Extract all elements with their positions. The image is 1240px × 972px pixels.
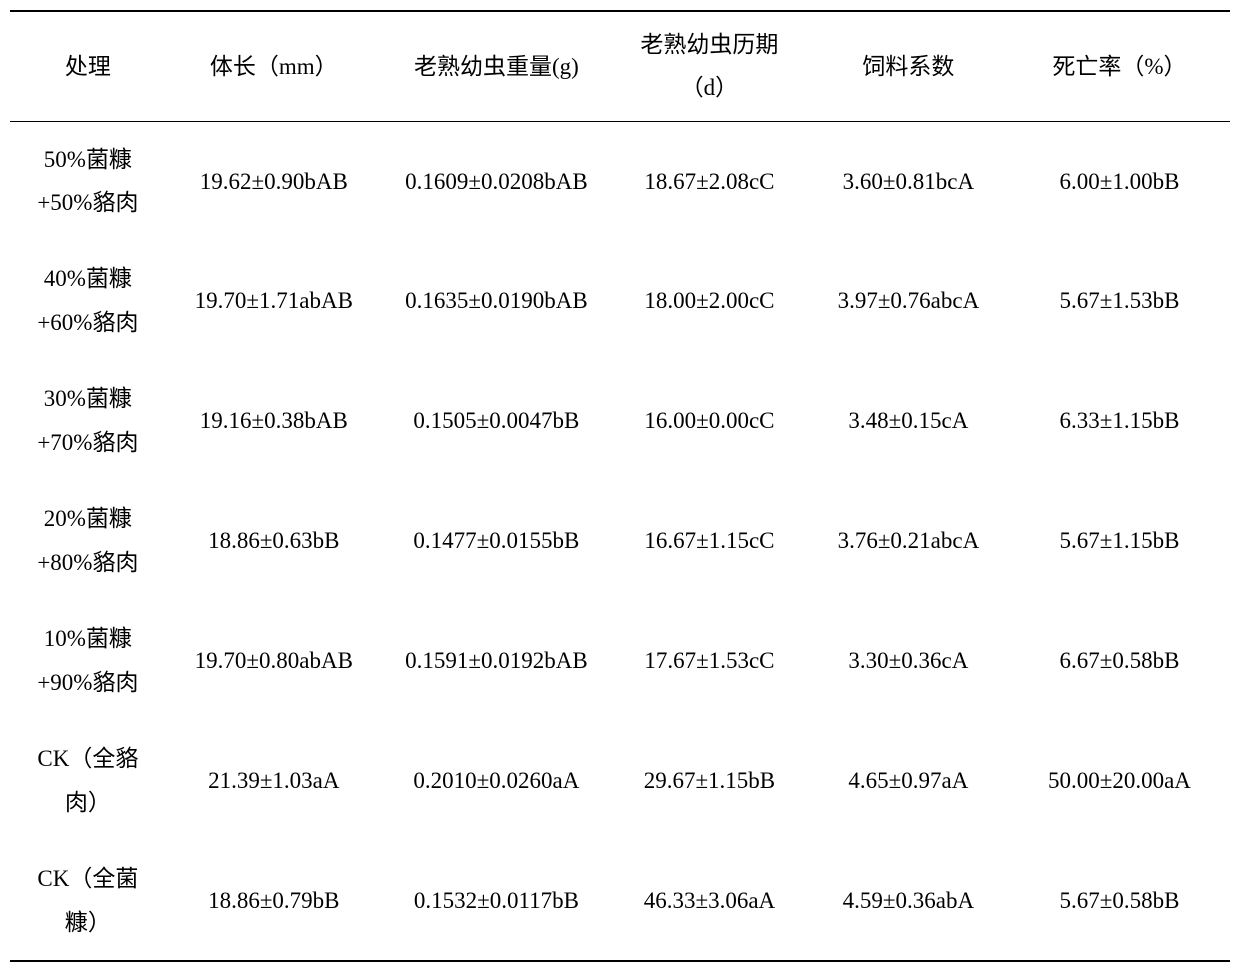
- cell-larva-duration: 18.67±2.08cC: [611, 121, 808, 241]
- cell-mortality: 6.00±1.00bB: [1009, 121, 1230, 241]
- cell-feed-coeff: 4.65±0.97aA: [808, 721, 1009, 841]
- cell-feed-coeff: 3.48±0.15cA: [808, 361, 1009, 481]
- header-row: 处理 体长（mm） 老熟幼虫重量(g) 老熟幼虫历期 （d） 饲料系数 死亡率（…: [10, 11, 1230, 121]
- cell-body-length: 19.62±0.90bAB: [166, 121, 382, 241]
- cell-larva-duration: 18.00±2.00cC: [611, 241, 808, 361]
- treatment-line2: 肉）: [10, 781, 166, 825]
- header-treatment: 处理: [10, 11, 166, 121]
- treatment-line1: CK（全貉: [10, 737, 166, 781]
- treatment-line1: 20%菌糠: [10, 497, 166, 541]
- cell-larva-duration: 16.67±1.15cC: [611, 481, 808, 601]
- cell-mortality: 6.33±1.15bB: [1009, 361, 1230, 481]
- table-row: 30%菌糠 +70%貉肉 19.16±0.38bAB 0.1505±0.0047…: [10, 361, 1230, 481]
- header-larva-weight: 老熟幼虫重量(g): [382, 11, 611, 121]
- treatment-line1: 50%菌糠: [10, 138, 166, 182]
- treatment-line2: +70%貉肉: [10, 421, 166, 465]
- treatment-line1: CK（全菌: [10, 857, 166, 901]
- cell-body-length: 19.16±0.38bAB: [166, 361, 382, 481]
- cell-treatment: 10%菌糠 +90%貉肉: [10, 601, 166, 721]
- cell-mortality: 5.67±1.53bB: [1009, 241, 1230, 361]
- data-table: 处理 体长（mm） 老熟幼虫重量(g) 老熟幼虫历期 （d） 饲料系数 死亡率（…: [10, 10, 1230, 962]
- treatment-line1: 40%菌糠: [10, 257, 166, 301]
- cell-larva-weight: 0.1532±0.0117bB: [382, 841, 611, 961]
- cell-treatment: 50%菌糠 +50%貉肉: [10, 121, 166, 241]
- cell-larva-duration: 46.33±3.06aA: [611, 841, 808, 961]
- table-row: 10%菌糠 +90%貉肉 19.70±0.80abAB 0.1591±0.019…: [10, 601, 1230, 721]
- table-row: 20%菌糠 +80%貉肉 18.86±0.63bB 0.1477±0.0155b…: [10, 481, 1230, 601]
- cell-larva-duration: 16.00±0.00cC: [611, 361, 808, 481]
- treatment-line2: +90%貉肉: [10, 661, 166, 705]
- cell-body-length: 19.70±1.71abAB: [166, 241, 382, 361]
- cell-treatment: 30%菌糠 +70%貉肉: [10, 361, 166, 481]
- cell-larva-weight: 0.1591±0.0192bAB: [382, 601, 611, 721]
- cell-treatment: CK（全菌 糠）: [10, 841, 166, 961]
- treatment-line2: 糠）: [10, 901, 166, 945]
- cell-treatment: 40%菌糠 +60%貉肉: [10, 241, 166, 361]
- table-body: 50%菌糠 +50%貉肉 19.62±0.90bAB 0.1609±0.0208…: [10, 121, 1230, 961]
- treatment-line1: 30%菌糠: [10, 377, 166, 421]
- cell-larva-duration: 29.67±1.15bB: [611, 721, 808, 841]
- table-row: CK（全貉 肉） 21.39±1.03aA 0.2010±0.0260aA 29…: [10, 721, 1230, 841]
- cell-mortality: 5.67±1.15bB: [1009, 481, 1230, 601]
- cell-mortality: 6.67±0.58bB: [1009, 601, 1230, 721]
- table-row: 40%菌糠 +60%貉肉 19.70±1.71abAB 0.1635±0.019…: [10, 241, 1230, 361]
- cell-larva-weight: 0.1505±0.0047bB: [382, 361, 611, 481]
- cell-treatment: 20%菌糠 +80%貉肉: [10, 481, 166, 601]
- cell-larva-weight: 0.1477±0.0155bB: [382, 481, 611, 601]
- cell-larva-weight: 0.2010±0.0260aA: [382, 721, 611, 841]
- cell-feed-coeff: 3.60±0.81bcA: [808, 121, 1009, 241]
- table-row: 50%菌糠 +50%貉肉 19.62±0.90bAB 0.1609±0.0208…: [10, 121, 1230, 241]
- cell-larva-weight: 0.1635±0.0190bAB: [382, 241, 611, 361]
- header-duration-line1: 老熟幼虫历期: [611, 23, 808, 67]
- header-mortality: 死亡率（%）: [1009, 11, 1230, 121]
- cell-body-length: 21.39±1.03aA: [166, 721, 382, 841]
- table-header: 处理 体长（mm） 老熟幼虫重量(g) 老熟幼虫历期 （d） 饲料系数 死亡率（…: [10, 11, 1230, 121]
- cell-mortality: 5.67±0.58bB: [1009, 841, 1230, 961]
- cell-body-length: 19.70±0.80abAB: [166, 601, 382, 721]
- cell-feed-coeff: 3.30±0.36cA: [808, 601, 1009, 721]
- cell-body-length: 18.86±0.63bB: [166, 481, 382, 601]
- cell-feed-coeff: 4.59±0.36abA: [808, 841, 1009, 961]
- cell-feed-coeff: 3.97±0.76abcA: [808, 241, 1009, 361]
- cell-feed-coeff: 3.76±0.21abcA: [808, 481, 1009, 601]
- table-row: CK（全菌 糠） 18.86±0.79bB 0.1532±0.0117bB 46…: [10, 841, 1230, 961]
- header-larva-duration: 老熟幼虫历期 （d）: [611, 11, 808, 121]
- treatment-line2: +60%貉肉: [10, 301, 166, 345]
- cell-treatment: CK（全貉 肉）: [10, 721, 166, 841]
- header-feed-coeff: 饲料系数: [808, 11, 1009, 121]
- header-body-length: 体长（mm）: [166, 11, 382, 121]
- cell-body-length: 18.86±0.79bB: [166, 841, 382, 961]
- cell-larva-weight: 0.1609±0.0208bAB: [382, 121, 611, 241]
- treatment-line2: +80%貉肉: [10, 541, 166, 585]
- cell-mortality: 50.00±20.00aA: [1009, 721, 1230, 841]
- header-duration-line2: （d）: [611, 66, 808, 110]
- treatment-line2: +50%貉肉: [10, 181, 166, 225]
- treatment-line1: 10%菌糠: [10, 617, 166, 661]
- cell-larva-duration: 17.67±1.53cC: [611, 601, 808, 721]
